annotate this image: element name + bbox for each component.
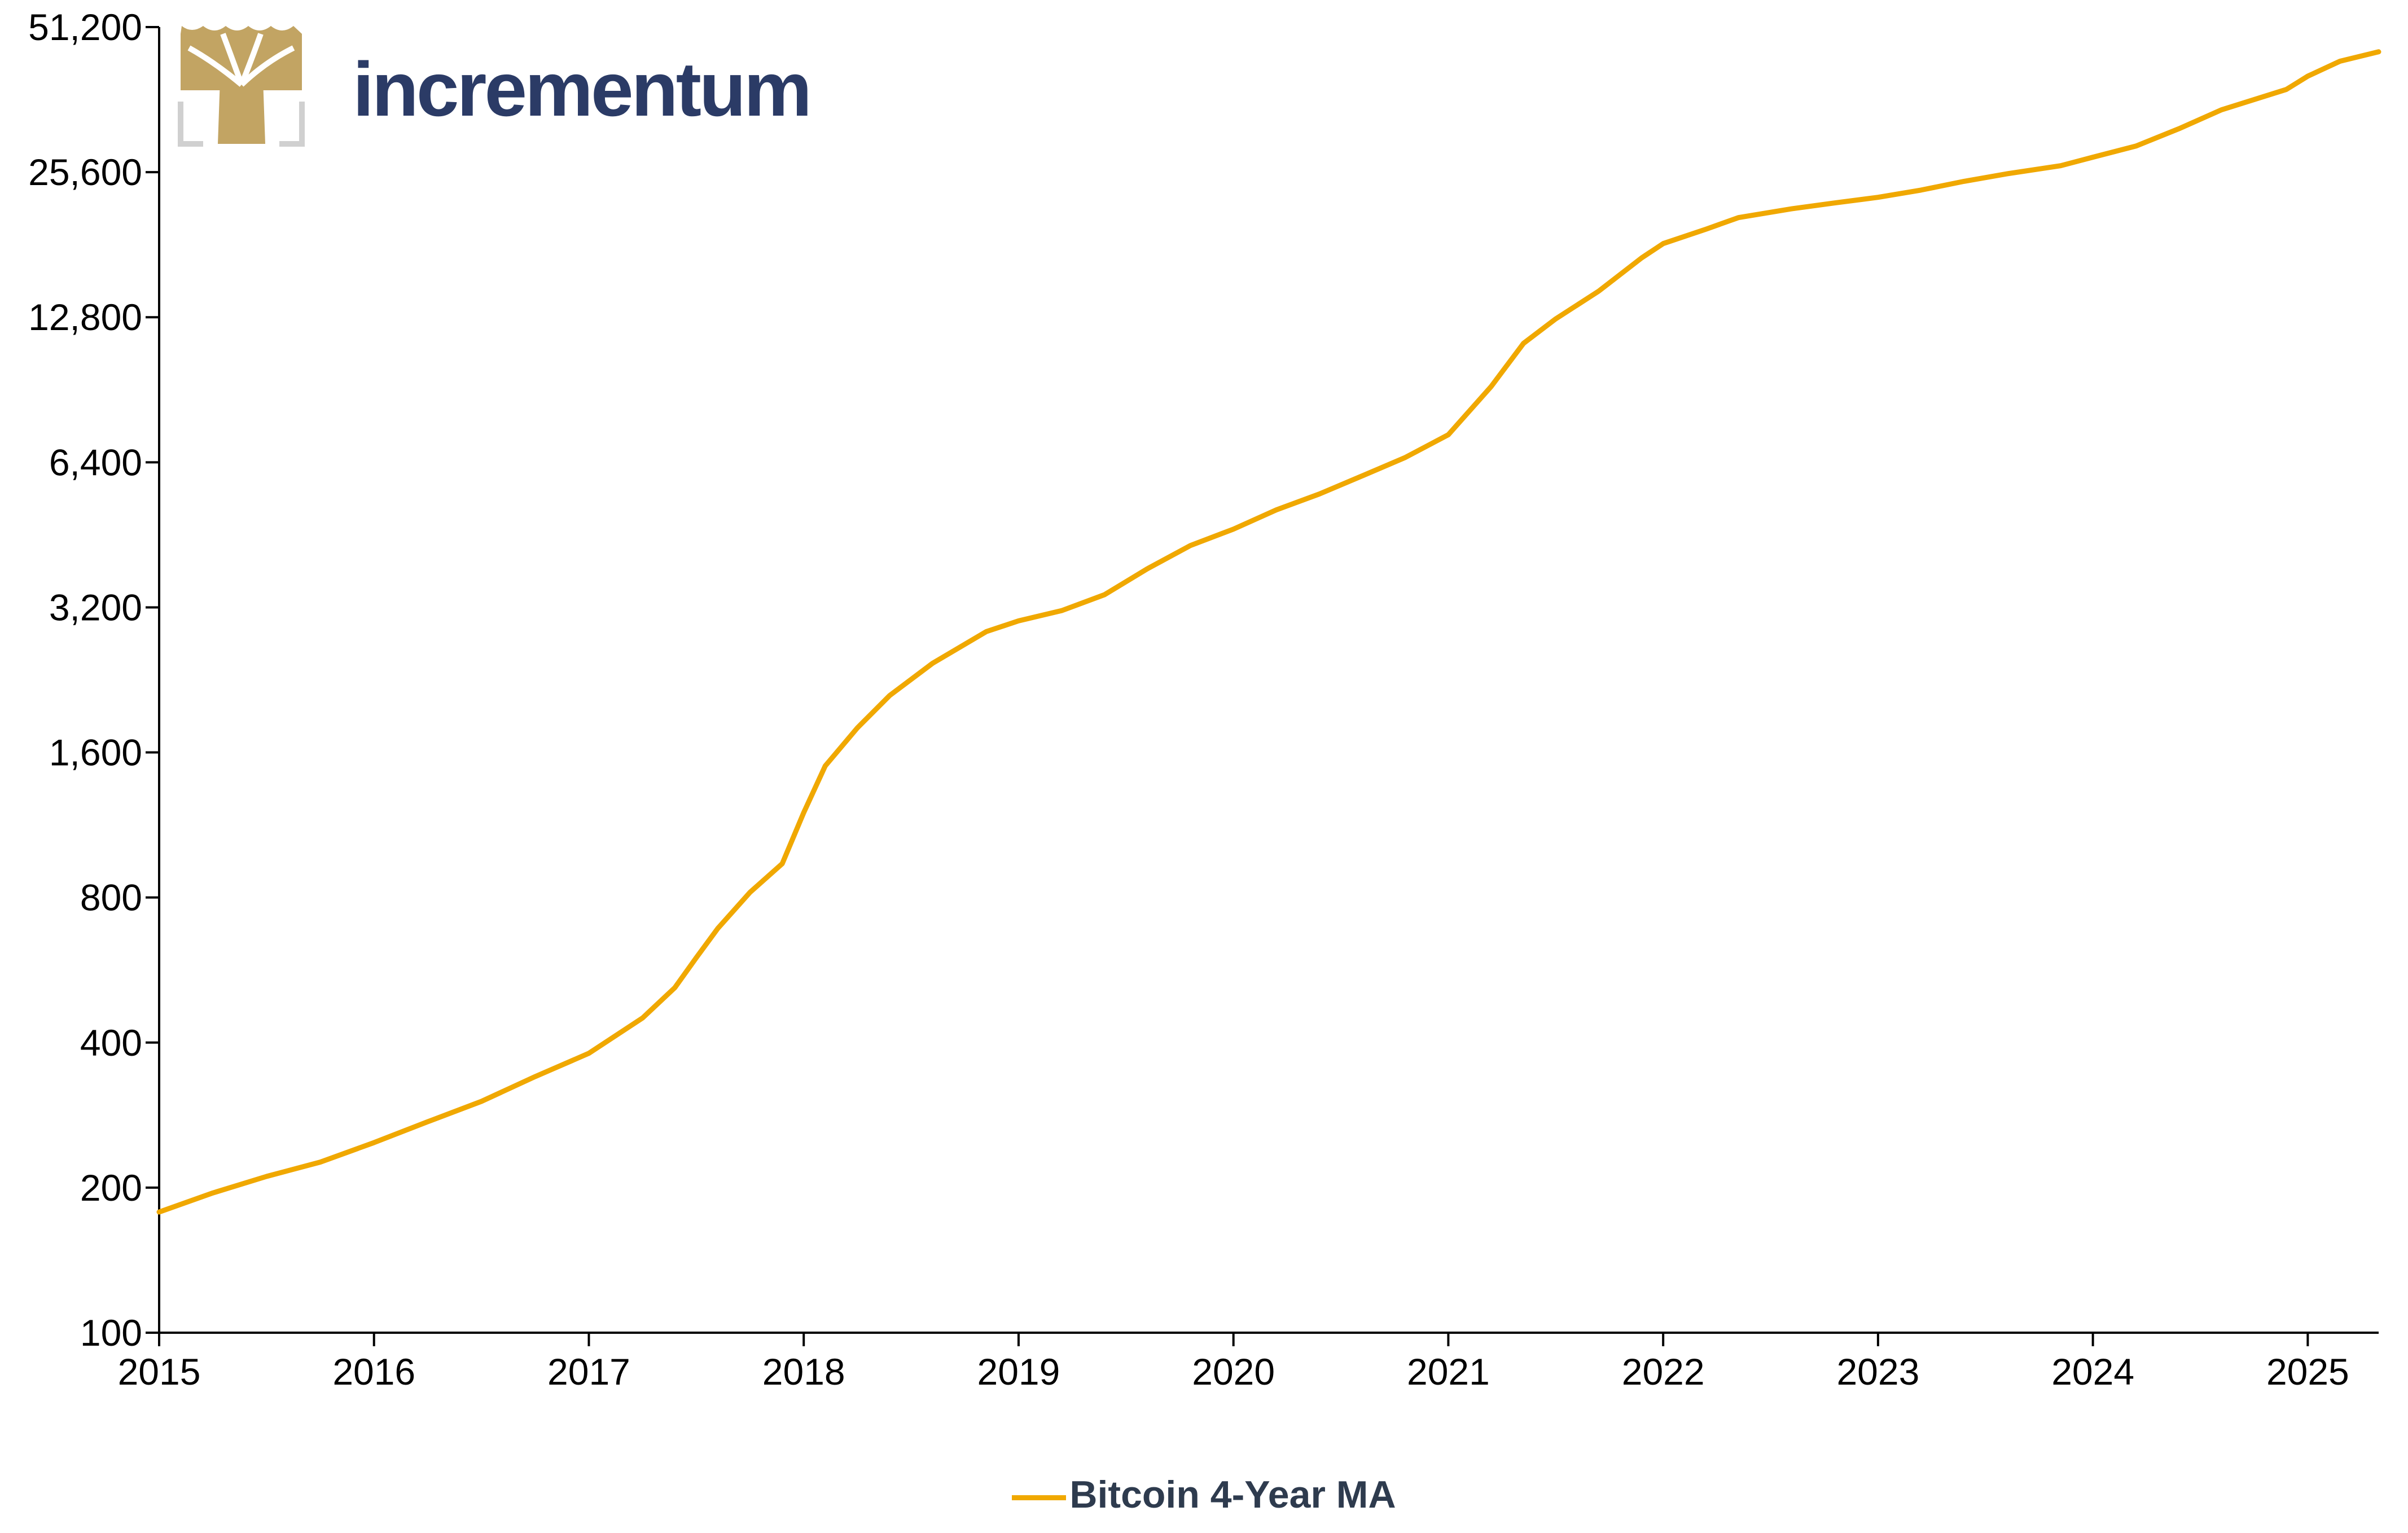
y-tick-label: 400 [80, 1022, 142, 1064]
y-tick-label: 800 [80, 877, 142, 919]
y-tick-label: 3,200 [49, 586, 142, 628]
y-axis-ticks: 100 200 400 800 1,600 3,200 6,400 12,800 25,600 5… [28, 6, 159, 1354]
brand-name: incrementum [353, 46, 812, 132]
y-tick-label: 1,600 [49, 732, 142, 774]
x-tick-label: 2019 [977, 1351, 1060, 1393]
y-tick-label: 200 [80, 1167, 142, 1209]
y-tick-label: 6,400 [49, 441, 142, 483]
x-tick-label: 2021 [1407, 1351, 1490, 1393]
tree-branches [187, 33, 295, 87]
x-tick-label: 2016 [332, 1351, 415, 1393]
legend-swatch [1012, 1495, 1067, 1500]
x-tick-label: 2022 [1622, 1351, 1705, 1393]
y-tick-label: 51,200 [28, 6, 142, 48]
x-tick-label: 2024 [2051, 1351, 2134, 1393]
tree-trunk [218, 79, 265, 144]
series-line-bitcoin-4-year-ma [156, 49, 2381, 1215]
x-tick-label: 2020 [1192, 1351, 1275, 1393]
x-tick-label: 2018 [762, 1351, 845, 1393]
logo-bracket-left [178, 102, 203, 147]
x-tick-label: 2015 [118, 1351, 201, 1393]
x-tick-label: 2025 [2266, 1351, 2349, 1393]
x-axis-ticks: 2015 2016 2017 2018 2019 2020 2021 2022 2023 2024… [118, 1333, 2349, 1393]
y-tick-label: 25,600 [28, 151, 142, 193]
logo-bracket-right [279, 102, 305, 147]
tree-icon [178, 26, 305, 147]
y-tick-label: 100 [80, 1312, 142, 1354]
y-tick-label: 12,800 [28, 296, 142, 338]
x-tick-label: 2023 [1836, 1351, 1919, 1393]
tree-canopy [181, 26, 302, 90]
x-tick-label: 2017 [547, 1351, 630, 1393]
legend: Bitcoin 4-Year MA [0, 1473, 2408, 1517]
axes [158, 27, 2379, 1334]
legend-label: Bitcoin 4-Year MA [1069, 1473, 1396, 1516]
